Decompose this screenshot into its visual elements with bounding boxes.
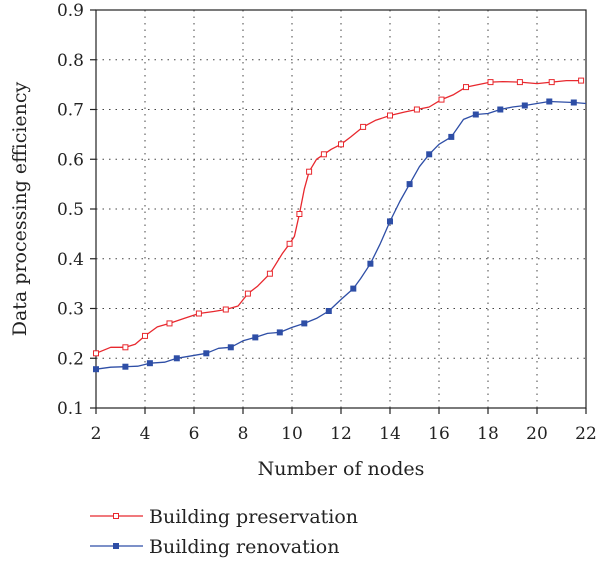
data-point: [367, 260, 374, 267]
y-tick-label: 0.2: [57, 349, 84, 369]
data-point: [406, 181, 413, 188]
legend: Building preservation Building renovation: [90, 506, 358, 558]
data-point: [521, 102, 528, 109]
x-tick-label: 10: [281, 424, 303, 444]
tick-labels: 2 4 6 8 10 12 14 16 18 20 22 0.1 0.2 0.3 0.4 0.5 0.6 0.7 0…: [57, 1, 597, 444]
legend-marker: [113, 543, 119, 549]
x-tick-label: 4: [140, 424, 151, 444]
data-point: [195, 310, 202, 317]
data-point: [146, 360, 153, 367]
data-point: [296, 211, 303, 217]
series-1: [93, 77, 585, 357]
data-point: [306, 168, 313, 175]
x-tick-label: 2: [91, 424, 102, 444]
series-line: [95, 79, 582, 354]
y-tick-label: 0.9: [57, 1, 84, 21]
data-point: [516, 79, 523, 86]
y-tick-label: 0.3: [57, 300, 84, 320]
data-point: [222, 306, 229, 313]
data-point: [546, 98, 553, 105]
data-point: [387, 218, 393, 225]
data-point: [320, 151, 327, 158]
x-tick-label: 18: [477, 424, 499, 444]
data-point: [227, 344, 234, 351]
legend-item: Building preservation: [90, 506, 358, 528]
legend-label: Building preservation: [149, 506, 358, 528]
data-point: [350, 285, 357, 292]
data-point: [244, 290, 251, 297]
grid: [96, 10, 586, 408]
data-point: [497, 106, 504, 113]
x-tick-label: 12: [330, 424, 352, 444]
x-tick-label: 6: [189, 424, 200, 444]
data-point: [463, 84, 469, 91]
y-tick-label: 0.6: [57, 150, 84, 170]
y-tick-label: 0.7: [57, 101, 84, 121]
data-point: [325, 308, 332, 314]
axis-ticks: [90, 9, 587, 414]
data-point: [472, 111, 479, 118]
data-point: [301, 320, 308, 327]
data-point: [203, 350, 210, 357]
data-point: [413, 106, 420, 113]
data-point: [578, 77, 585, 84]
x-tick-label: 22: [575, 424, 597, 444]
data-point: [142, 332, 148, 339]
y-tick-label: 0.1: [57, 399, 84, 419]
data-point: [487, 79, 494, 86]
data-point: [286, 240, 293, 247]
x-axis-title: Number of nodes: [258, 458, 425, 480]
data-point: [122, 363, 129, 370]
data-point: [570, 99, 577, 106]
data-point: [548, 79, 555, 86]
x-tick-label: 8: [238, 424, 249, 444]
data-point: [360, 123, 367, 130]
data-point: [252, 334, 259, 341]
legend-marker: [113, 513, 119, 519]
data-point: [122, 344, 129, 351]
data-point: [93, 366, 99, 373]
y-tick-label: 0.4: [57, 250, 84, 270]
legend-label: Building renovation: [149, 536, 339, 558]
data-point: [438, 96, 445, 103]
data-point: [387, 112, 393, 119]
data-point: [426, 151, 433, 158]
data-point: [338, 141, 344, 148]
x-tick-label: 16: [428, 424, 450, 444]
x-tick-label: 20: [526, 424, 548, 444]
data-point: [448, 133, 455, 140]
y-tick-label: 0.8: [57, 51, 84, 71]
y-axis-title: Data processing efficiency: [9, 81, 31, 336]
data-point: [93, 350, 99, 357]
data-point: [173, 355, 180, 362]
y-tick-label: 0.5: [57, 200, 84, 220]
data-point: [276, 329, 283, 336]
series-2: [93, 98, 587, 373]
series-layer: [93, 77, 587, 373]
data-point: [166, 320, 173, 327]
data-point: [266, 270, 273, 277]
x-tick-label: 14: [379, 424, 401, 444]
legend-item: Building renovation: [90, 536, 339, 558]
